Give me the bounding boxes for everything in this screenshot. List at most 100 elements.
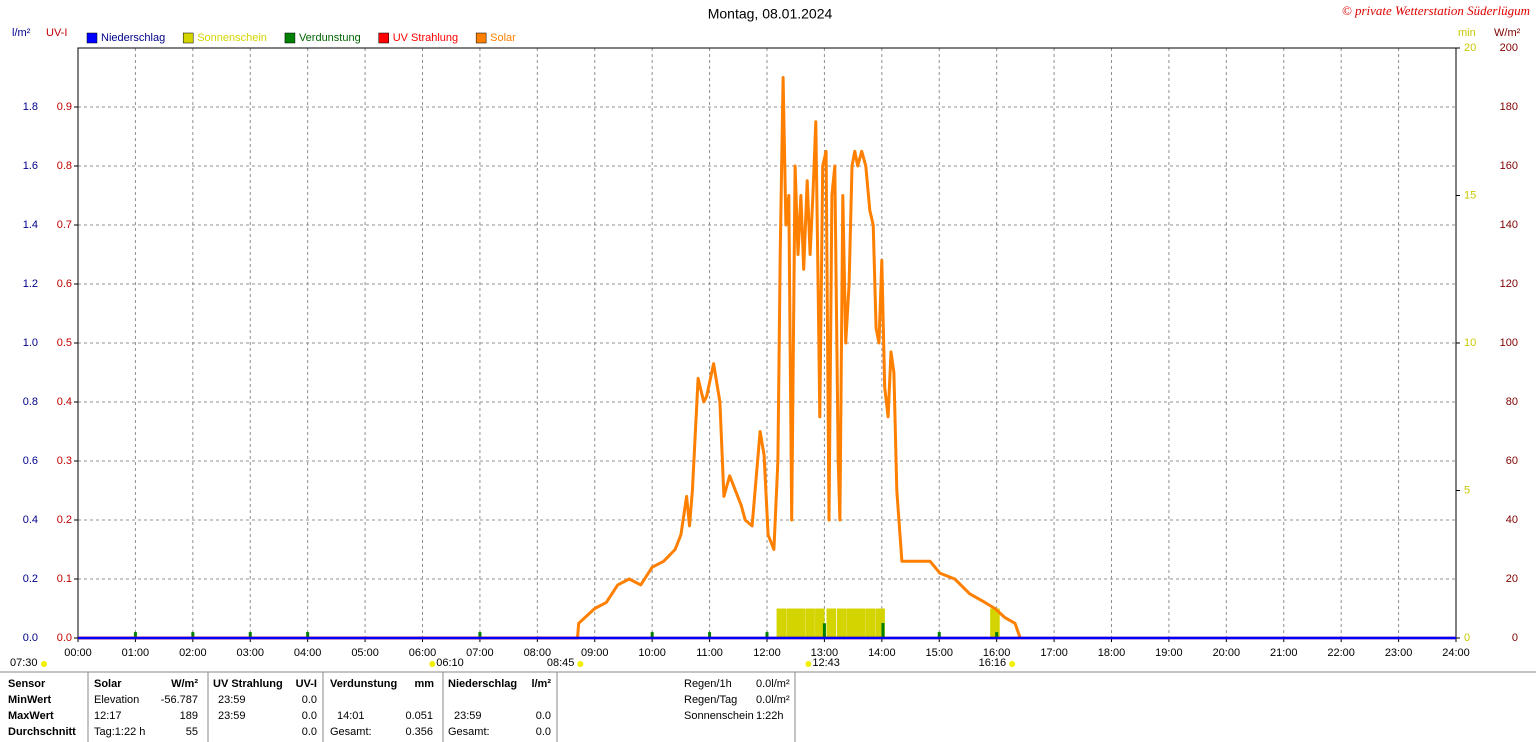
- table-cell: Tag:1:22 h: [94, 726, 145, 738]
- chart-title: Montag, 08.01.2024: [708, 6, 833, 22]
- bar: [795, 608, 806, 638]
- table-header: Sensor: [8, 678, 46, 690]
- summary-value: 1:22h: [756, 710, 784, 722]
- bar: [815, 608, 825, 638]
- x-tick-label: 24:00: [1442, 647, 1470, 659]
- y-tick-label: 1.2: [23, 278, 38, 290]
- marker-label: 16:16: [979, 657, 1007, 669]
- uv-tick-label: 0.4: [57, 396, 72, 408]
- x-tick-label: 06:00: [409, 647, 437, 659]
- x-tick-label: 20:00: [1213, 647, 1241, 659]
- copyright: © private Wetterstation Süderlügum: [1342, 3, 1530, 18]
- legend-label: Verdunstung: [299, 32, 361, 44]
- bar: [191, 632, 195, 638]
- table-cell: Elevation: [94, 694, 139, 706]
- legend-swatch: [378, 32, 389, 44]
- bar: [708, 632, 712, 638]
- bar: [865, 608, 876, 638]
- bar: [776, 608, 787, 638]
- marker-dot: [41, 661, 47, 667]
- table-cell: 23:59: [218, 694, 246, 706]
- x-tick-label: 11:00: [696, 647, 723, 659]
- x-tick-label: 14:00: [868, 647, 896, 659]
- y2-tick-label: 10: [1464, 337, 1476, 349]
- uv-tick-label: 0.0: [57, 632, 72, 644]
- x-tick-label: 01:00: [122, 647, 150, 659]
- y3-tick-label: 160: [1500, 160, 1518, 172]
- table-header: l/m²: [531, 678, 551, 690]
- x-tick-label: 13:00: [811, 647, 839, 659]
- y2-tick-label: 5: [1464, 484, 1470, 496]
- table-header: Solar: [94, 678, 122, 690]
- y-tick-label: 0.4: [23, 514, 38, 526]
- table-cell: -56.787: [161, 694, 198, 706]
- legend-swatch: [182, 32, 194, 44]
- bar: [836, 608, 847, 638]
- x-tick-label: 07:00: [466, 647, 494, 659]
- bar: [786, 608, 796, 638]
- uv-tick-label: 0.7: [57, 219, 72, 231]
- uv-axis-label: UV-I: [46, 27, 67, 39]
- y2-axis-label: min: [1458, 27, 1476, 39]
- y3-tick-label: 120: [1500, 278, 1518, 290]
- row-label: MaxWert: [8, 710, 54, 722]
- uv-tick-label: 0.8: [57, 160, 72, 172]
- table-header: UV-I: [296, 678, 317, 690]
- uv-tick-label: 0.3: [57, 455, 72, 467]
- legend-swatch: [284, 32, 296, 44]
- table-cell: 23:59: [454, 710, 482, 722]
- x-tick-label: 18:00: [1098, 647, 1126, 659]
- y3-tick-label: 20: [1506, 573, 1518, 585]
- table-cell: 0.0: [302, 726, 317, 738]
- x-tick-label: 21:00: [1270, 647, 1298, 659]
- marker-label: 07:30: [10, 657, 38, 669]
- bar: [826, 608, 837, 638]
- table-cell: 0.0: [302, 710, 317, 722]
- bar: [990, 608, 1000, 638]
- uv-tick-label: 0.9: [57, 101, 72, 113]
- x-tick-label: 17:00: [1040, 647, 1068, 659]
- table-cell: 23:59: [218, 710, 246, 722]
- summary-label: Regen/1h: [684, 678, 732, 690]
- x-tick-label: 10:00: [638, 647, 666, 659]
- table-cell: 0.356: [405, 726, 433, 738]
- table-cell: Gesamt:: [330, 726, 372, 738]
- bar: [805, 608, 815, 638]
- y-tick-label: 1.0: [23, 337, 38, 349]
- table-cell: Gesamt:: [448, 726, 490, 738]
- table-cell: 0.051: [405, 710, 433, 722]
- table-cell: 12:17: [94, 710, 122, 722]
- summary-value: 0.0l/m²: [756, 694, 790, 706]
- table-cell: 189: [180, 710, 198, 722]
- table-cell: 0.0: [302, 694, 317, 706]
- y3-tick-label: 80: [1506, 396, 1518, 408]
- y3-tick-label: 60: [1506, 455, 1518, 467]
- marker-label: 12:43: [812, 657, 840, 669]
- table-header: Niederschlag: [448, 678, 517, 690]
- y2-tick-label: 15: [1464, 189, 1476, 201]
- x-tick-label: 22:00: [1327, 647, 1355, 659]
- bar: [881, 622, 885, 638]
- uv-tick-label: 0.1: [57, 573, 72, 585]
- y3-axis-label: W/m²: [1494, 27, 1521, 39]
- bar: [995, 632, 999, 638]
- legend-label: Sonnenschein: [197, 32, 267, 44]
- summary-label: Regen/Tag: [684, 694, 737, 706]
- bar: [248, 632, 252, 638]
- legend-label: Niederschlag: [101, 32, 165, 44]
- marker-dot: [429, 661, 436, 667]
- legend-swatch: [86, 32, 98, 44]
- uv-tick-label: 0.6: [57, 278, 72, 290]
- x-tick-label: 03:00: [236, 647, 264, 659]
- x-tick-label: 19:00: [1155, 647, 1183, 659]
- table-header: UV Strahlung: [213, 678, 283, 690]
- row-label: MinWert: [8, 694, 52, 706]
- bar: [937, 632, 941, 638]
- marker-dot: [805, 661, 812, 667]
- y-axis-label: l/m²: [12, 27, 31, 39]
- table-header: Verdunstung: [330, 678, 397, 690]
- y-tick-label: 1.6: [23, 160, 38, 172]
- table-header: mm: [414, 678, 434, 690]
- x-tick-label: 23:00: [1385, 647, 1413, 659]
